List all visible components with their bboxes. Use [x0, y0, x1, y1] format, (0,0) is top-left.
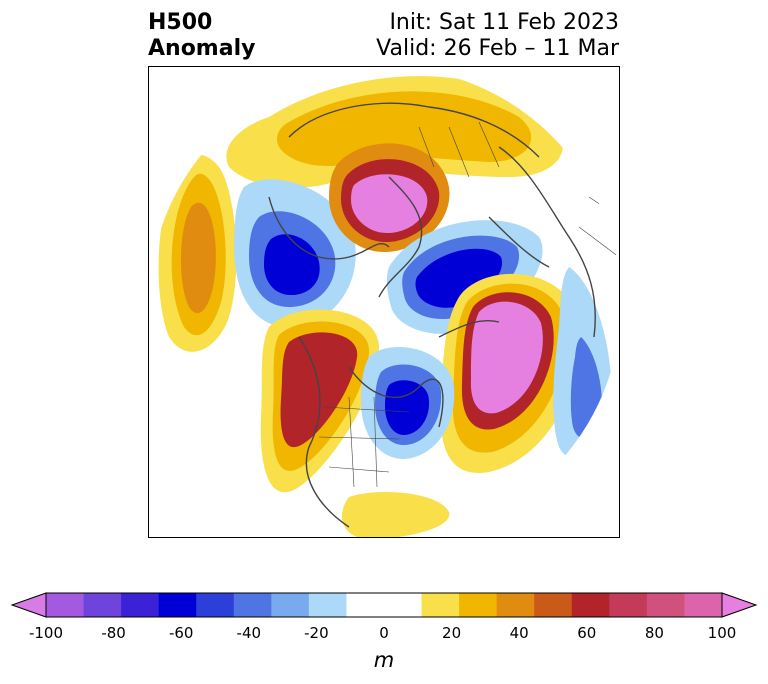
- colorbar-cell: [571, 593, 610, 617]
- positive-anomaly-arctic-core: [351, 174, 428, 233]
- colorbar-tick-label: 40: [509, 624, 529, 642]
- colorbar-outline: [45, 592, 723, 618]
- colorbar-tick-label: -60: [168, 624, 194, 642]
- colorbar-cell: [534, 593, 573, 617]
- anomaly-map-svg: [158, 76, 619, 537]
- positive-anomaly-west-orange: [180, 202, 216, 314]
- colorbar-tick-label: 20: [442, 624, 462, 642]
- colorbar-cell: [459, 593, 498, 617]
- borders: [318, 121, 619, 488]
- anomaly-contours: [158, 76, 619, 537]
- colorbar-cell: [346, 593, 385, 617]
- colorbar-units: m: [373, 648, 395, 672]
- positive-anomaly-south: [341, 492, 450, 537]
- colorbar-extend-max: [721, 592, 758, 618]
- init-date: Init: Sat 11 Feb 2023: [389, 10, 619, 35]
- colorbar-cell: [308, 593, 347, 617]
- colorbar-cell: [121, 593, 160, 617]
- anomaly-map: [148, 66, 620, 538]
- colorbar-tick-label: 60: [577, 624, 597, 642]
- negative-anomaly-pacific-core: [264, 234, 320, 295]
- colorbar-cells: [10, 592, 758, 618]
- map-subtitle: Init: Sat 11 Feb 2023 Valid: 26 Feb – 11…: [376, 10, 619, 62]
- colorbar-tick-label: 0: [379, 624, 389, 642]
- colorbar: [10, 592, 758, 618]
- colorbar-cell: [158, 593, 197, 617]
- colorbar-cell: [421, 593, 460, 617]
- colorbar-cell: [83, 593, 122, 617]
- valid-range: Valid: 26 Feb – 11 Mar: [376, 36, 619, 61]
- colorbar-tick-label: -100: [28, 624, 64, 642]
- colorbar-tick-label: -80: [101, 624, 126, 642]
- title-line-2: Anomaly: [148, 36, 256, 61]
- colorbar-cell: [646, 593, 685, 617]
- coastlines: [268, 102, 596, 528]
- colorbar-extend-min: [10, 592, 47, 618]
- title-line-1: H500: [148, 10, 213, 35]
- colorbar-tick-label: 80: [644, 624, 664, 642]
- colorbar-cell: [684, 593, 723, 617]
- colorbar-ticks: -100 -80 -60 -40 -20 0 20 40 60 80 100: [0, 624, 768, 644]
- colorbar-cell: [233, 593, 272, 617]
- positive-anomaly-east-core: [470, 301, 543, 414]
- colorbar-cell: [609, 593, 648, 617]
- colorbar-cell: [196, 593, 235, 617]
- colorbar-cell: [271, 593, 310, 617]
- colorbar-cell: [496, 593, 535, 617]
- colorbar-cell: [46, 593, 85, 617]
- colorbar-cell: [384, 593, 423, 617]
- colorbar-tick-label: -20: [304, 624, 329, 642]
- map-title: H500 Anomaly: [148, 10, 255, 62]
- colorbar-tick-label: -40: [236, 624, 262, 642]
- colorbar-tick-label: 100: [707, 624, 737, 642]
- negative-anomaly-east-america-core: [385, 380, 430, 435]
